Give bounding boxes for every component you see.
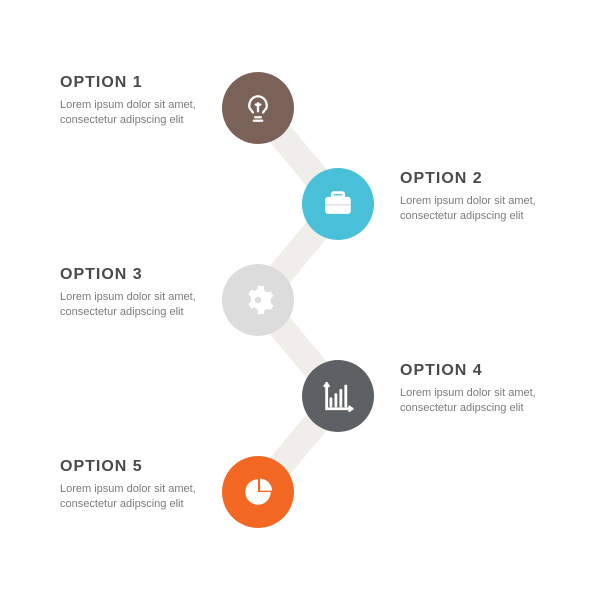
option-2-text: OPTION 2 Lorem ipsum dolor sit amet, con… [400,170,570,224]
option-5-body: Lorem ipsum dolor sit amet, consectetur … [60,482,230,512]
option-4-body: Lorem ipsum dolor sit amet, consectetur … [400,386,570,416]
option-2-title: OPTION 2 [400,170,570,188]
node-5 [222,456,294,528]
option-2-body: Lorem ipsum dolor sit amet, consectetur … [400,194,570,224]
briefcase-icon [321,187,355,221]
lightbulb-icon [241,91,275,125]
chart-icon [321,379,355,413]
pie-icon [241,475,275,509]
node-3 [222,264,294,336]
option-1-body: Lorem ipsum dolor sit amet, consectetur … [60,98,230,128]
node-1 [222,72,294,144]
gear-icon [241,283,275,317]
option-5-title: OPTION 5 [60,458,230,476]
node-2 [302,168,374,240]
option-3-text: OPTION 3 Lorem ipsum dolor sit amet, con… [60,266,230,320]
option-5-text: OPTION 5 Lorem ipsum dolor sit amet, con… [60,458,230,512]
option-3-title: OPTION 3 [60,266,230,284]
option-4-title: OPTION 4 [400,362,570,380]
node-4 [302,360,374,432]
option-4-text: OPTION 4 Lorem ipsum dolor sit amet, con… [400,362,570,416]
option-1-title: OPTION 1 [60,74,230,92]
option-1-text: OPTION 1 Lorem ipsum dolor sit amet, con… [60,74,230,128]
option-3-body: Lorem ipsum dolor sit amet, consectetur … [60,290,230,320]
infographic-canvas: { "type": "infographic", "background_col… [0,0,600,600]
